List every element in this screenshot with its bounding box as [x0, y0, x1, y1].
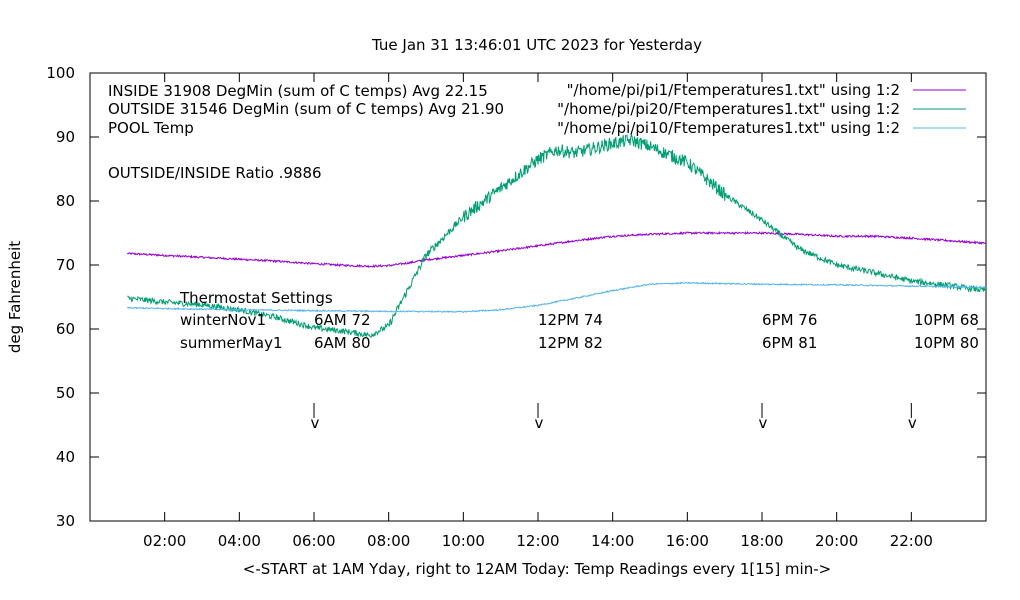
x-tick-label: 14:00 [591, 532, 634, 550]
pool-temp-line [126, 281, 987, 314]
winter-row-label: winterNov1 [180, 311, 266, 329]
legend-inside-name: INSIDE 31908 DegMin (sum of C temps) Avg… [108, 82, 488, 100]
y-axis-label: deg Fahrenheit [6, 241, 24, 353]
x-tick-label: 06:00 [292, 532, 335, 550]
x-axis-ticks: 02:00 04:00 06:00 08:00 10:00 12:00 14:00 16:00… [143, 73, 933, 550]
legend-outside-name: OUTSIDE 31546 DegMin (sum of C temps) Av… [108, 100, 504, 118]
y-tick-label: 60 [56, 320, 75, 338]
legend-pool-name: POOL Temp [108, 119, 194, 137]
summer-12pm: 12PM 82 [538, 334, 603, 352]
outside-temp-line [127, 132, 987, 338]
legend-pool-key: "/home/pi/pi10/Ftemperatures1.txt" using… [557, 119, 900, 137]
summer-6pm: 6PM 81 [762, 334, 817, 352]
y-tick-label: 30 [56, 512, 75, 530]
series-lines [126, 132, 987, 338]
y-tick-label: 100 [46, 64, 75, 82]
ratio-annotation: OUTSIDE/INSIDE Ratio .9886 [108, 164, 322, 182]
x-tick-label: 12:00 [516, 532, 559, 550]
legend-outside-key: "/home/pi/pi20/Ftemperatures1.txt" using… [557, 100, 900, 118]
legend: INSIDE 31908 DegMin (sum of C temps) Avg… [108, 81, 966, 137]
setpoint-arrow-head: v [908, 414, 917, 432]
setpoint-arrow-head: v [311, 414, 320, 432]
thermostat-title: Thermostat Settings [179, 289, 333, 307]
winter-10pm: 10PM 68 [914, 311, 979, 329]
x-tick-label: 04:00 [218, 532, 261, 550]
y-axis-ticks: 30 40 50 60 70 80 90 100 [46, 64, 986, 530]
x-tick-label: 02:00 [143, 532, 186, 550]
winter-6am: 6AM 72 [314, 311, 371, 329]
legend-inside-key: "/home/pi/pi1/Ftemperatures1.txt" using … [567, 81, 900, 99]
y-tick-label: 90 [56, 128, 75, 146]
summer-6am: 6AM 80 [314, 334, 371, 352]
setpoint-arrow-head: v [535, 414, 544, 432]
summer-10pm: 10PM 80 [914, 334, 979, 352]
y-tick-label: 70 [56, 256, 75, 274]
x-tick-label: 08:00 [367, 532, 410, 550]
setpoint-arrow-head: v [759, 414, 768, 432]
y-tick-label: 40 [56, 448, 75, 466]
x-tick-label: 16:00 [666, 532, 709, 550]
chart-title: Tue Jan 31 13:46:01 UTC 2023 for Yesterd… [371, 36, 702, 54]
winter-6pm: 6PM 76 [762, 311, 817, 329]
inside-temp-line [126, 230, 987, 268]
y-tick-label: 80 [56, 192, 75, 210]
x-tick-label: 18:00 [740, 532, 783, 550]
x-tick-label: 22:00 [890, 532, 933, 550]
x-tick-label: 20:00 [815, 532, 858, 550]
y-tick-label: 50 [56, 384, 75, 402]
x-tick-label: 10:00 [442, 532, 485, 550]
x-axis-label: <-START at 1AM Yday, right to 12AM Today… [243, 560, 831, 578]
summer-row-label: summerMay1 [180, 334, 283, 352]
winter-12pm: 12PM 74 [538, 311, 603, 329]
